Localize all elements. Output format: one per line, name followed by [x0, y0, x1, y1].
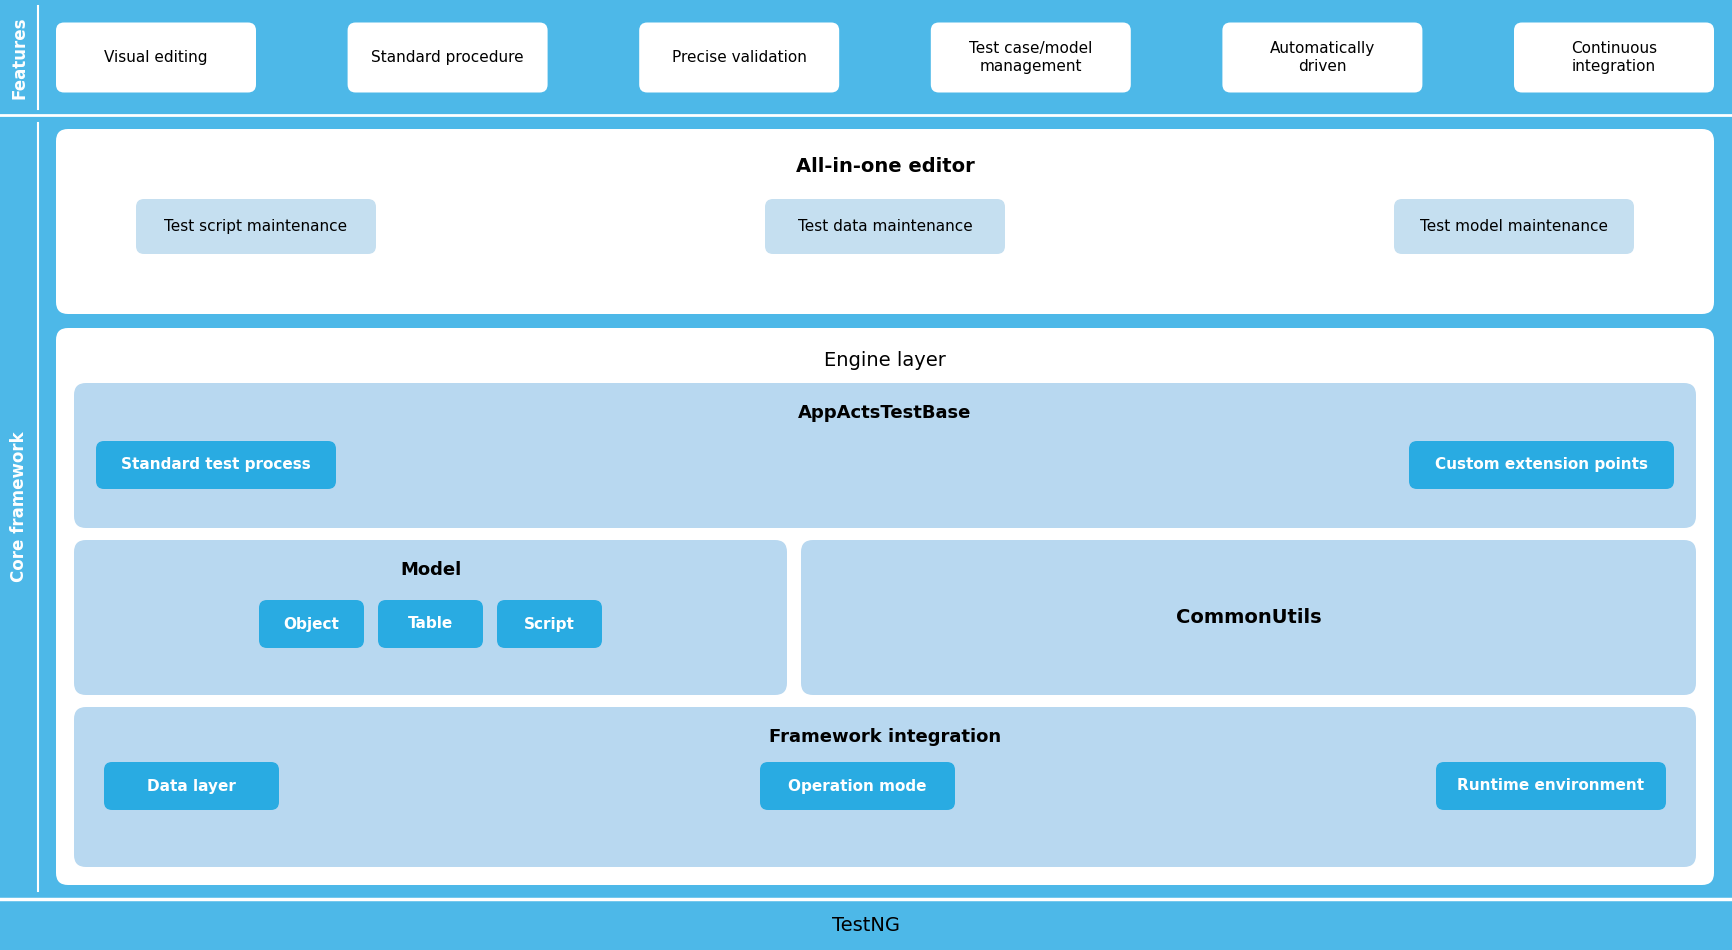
Text: Data layer: Data layer [147, 778, 236, 793]
FancyBboxPatch shape [137, 199, 376, 254]
FancyBboxPatch shape [260, 600, 364, 648]
Text: Custom extension points: Custom extension points [1436, 458, 1649, 472]
FancyBboxPatch shape [497, 600, 603, 648]
Text: All-in-one editor: All-in-one editor [795, 158, 975, 177]
FancyBboxPatch shape [74, 540, 786, 695]
FancyBboxPatch shape [378, 600, 483, 648]
Text: Framework integration: Framework integration [769, 728, 1001, 746]
FancyBboxPatch shape [1410, 441, 1675, 489]
Text: Standard procedure: Standard procedure [371, 50, 523, 65]
Text: Script: Script [525, 617, 575, 632]
FancyBboxPatch shape [1436, 762, 1666, 810]
Text: Features: Features [10, 16, 28, 99]
FancyBboxPatch shape [1223, 23, 1422, 92]
FancyBboxPatch shape [639, 23, 840, 92]
FancyBboxPatch shape [766, 199, 1005, 254]
Text: Table: Table [407, 617, 454, 632]
Text: Object: Object [284, 617, 339, 632]
Text: AppActsTestBase: AppActsTestBase [798, 404, 972, 422]
FancyBboxPatch shape [95, 441, 336, 489]
Text: Standard test process: Standard test process [121, 458, 310, 472]
Text: TestNG: TestNG [831, 916, 901, 935]
FancyBboxPatch shape [55, 328, 1715, 885]
Text: Automatically
driven: Automatically driven [1270, 41, 1375, 74]
FancyBboxPatch shape [55, 23, 256, 92]
Text: Test data maintenance: Test data maintenance [798, 219, 972, 234]
Text: Runtime environment: Runtime environment [1457, 778, 1645, 793]
Text: CommonUtils: CommonUtils [1176, 608, 1322, 627]
FancyBboxPatch shape [760, 762, 954, 810]
FancyBboxPatch shape [1514, 23, 1715, 92]
FancyBboxPatch shape [74, 707, 1696, 867]
Text: Test model maintenance: Test model maintenance [1420, 219, 1607, 234]
Text: Continuous
integration: Continuous integration [1571, 41, 1658, 74]
FancyBboxPatch shape [348, 23, 547, 92]
Text: Core framework: Core framework [10, 431, 28, 582]
Text: Test case/model
management: Test case/model management [970, 41, 1093, 74]
FancyBboxPatch shape [800, 540, 1696, 695]
Text: Test script maintenance: Test script maintenance [165, 219, 348, 234]
FancyBboxPatch shape [55, 129, 1715, 314]
Text: Visual editing: Visual editing [104, 50, 208, 65]
Text: Engine layer: Engine layer [824, 351, 946, 370]
FancyBboxPatch shape [74, 383, 1696, 528]
FancyBboxPatch shape [1394, 199, 1633, 254]
Text: Model: Model [400, 561, 461, 579]
FancyBboxPatch shape [104, 762, 279, 810]
FancyBboxPatch shape [930, 23, 1131, 92]
Text: Operation mode: Operation mode [788, 778, 927, 793]
Text: Precise validation: Precise validation [672, 50, 807, 65]
